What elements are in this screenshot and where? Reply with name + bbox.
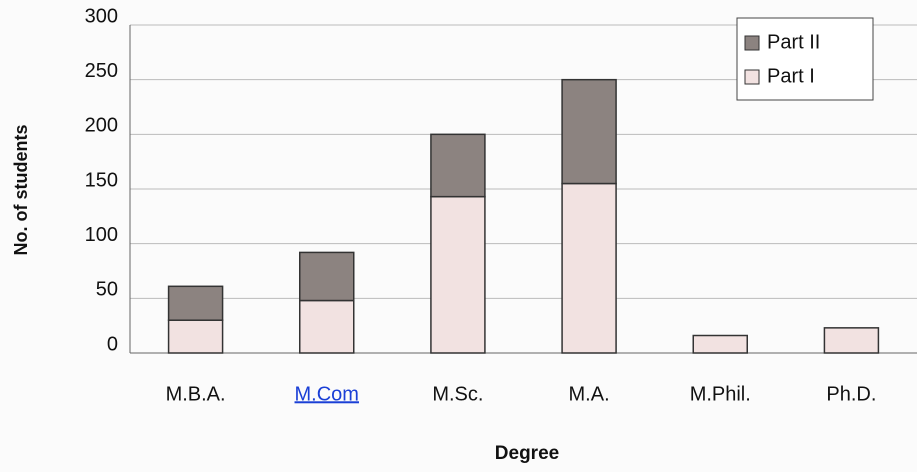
x-tick-label: Ph.D. — [826, 383, 876, 405]
x-tick-label: M.Phil. — [690, 383, 751, 405]
bar-segment — [561, 78, 617, 185]
y-tick-label: 50 — [96, 279, 118, 301]
x-axis-label: Degree — [495, 443, 559, 464]
x-tick-link[interactable]: M.Com — [295, 383, 359, 405]
bar-segment — [823, 327, 880, 354]
x-tick-label: M.A. — [569, 383, 610, 405]
bar-segment — [299, 299, 355, 354]
bar-segment — [430, 195, 486, 354]
bar-segment — [167, 285, 224, 321]
legend-swatch — [744, 35, 760, 51]
x-tick-label: M.B.A. — [166, 383, 226, 405]
x-tick-label: M.Sc. — [432, 383, 483, 405]
bar-segment — [561, 182, 617, 354]
bar-segment — [299, 251, 355, 302]
y-tick-label: 250 — [85, 60, 118, 82]
y-tick-label: 300 — [85, 5, 118, 27]
legend-swatch — [744, 69, 760, 85]
legend-label: Part I — [767, 65, 815, 87]
legend-box — [736, 17, 874, 101]
legend-label: Part II — [767, 31, 820, 53]
y-tick-label: 0 — [107, 333, 118, 355]
y-axis-label: No. of students — [11, 125, 31, 256]
y-tick-label: 100 — [85, 224, 118, 246]
bar-segment — [692, 334, 748, 354]
bar-segment — [167, 319, 224, 354]
bar-segment — [430, 133, 486, 198]
y-tick-label: 150 — [85, 169, 118, 191]
y-tick-label: 200 — [85, 115, 118, 137]
